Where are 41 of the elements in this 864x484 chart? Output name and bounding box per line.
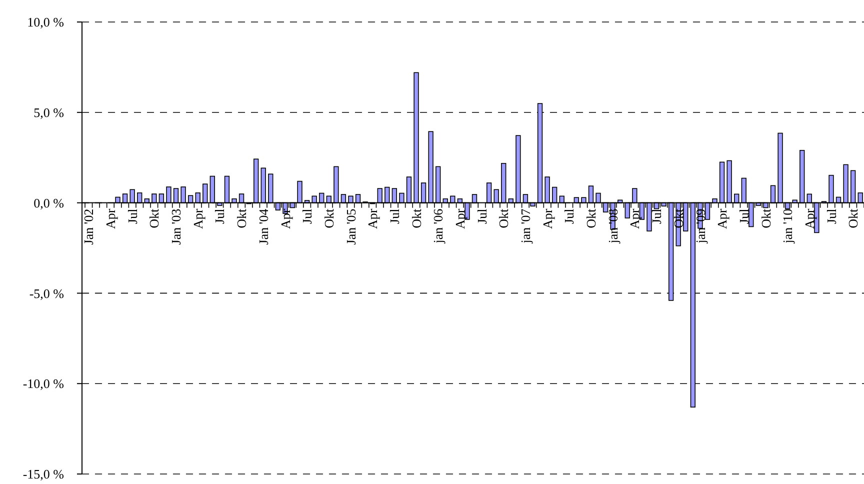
x-tick-label: Apr bbox=[714, 208, 730, 230]
x-tick-label: jan '06 bbox=[430, 208, 446, 244]
x-tick-label: Okt bbox=[234, 208, 250, 228]
x-tick-label: Apr bbox=[627, 208, 642, 230]
x-tick-label: Jul bbox=[562, 208, 577, 224]
x-tick-label: Okt bbox=[846, 208, 861, 228]
x-tick-label: Okt bbox=[758, 208, 774, 228]
x-tick-label: Jan '03 bbox=[168, 208, 184, 245]
y-tick-label: 0,0 % bbox=[34, 195, 64, 210]
x-tick-label: Jul bbox=[736, 208, 752, 224]
x-tick-label: Jul bbox=[649, 208, 664, 224]
x-tick-label: Jul bbox=[474, 208, 490, 224]
y-tick-label: 10,0 % bbox=[27, 14, 64, 30]
x-tick-label: Jul bbox=[824, 208, 839, 224]
x-tick-label: jan '09 bbox=[692, 208, 708, 244]
y-tick-label: 5,0 % bbox=[34, 104, 64, 120]
x-tick-label: Apr bbox=[278, 208, 293, 230]
x-tick-label: Jan '05 bbox=[343, 208, 358, 245]
x-tick-label: Jan '04 bbox=[256, 208, 271, 245]
x-tick-label: Okt bbox=[496, 208, 512, 228]
x-tick-label: Okt bbox=[584, 208, 599, 228]
x-tick-label: Okt bbox=[408, 208, 424, 228]
y-tick-label: -10,0 % bbox=[22, 376, 64, 392]
y-tick-label: -5,0 % bbox=[29, 286, 64, 301]
x-tick-label: Apr bbox=[365, 208, 380, 230]
x-tick-label: Apr bbox=[452, 208, 468, 230]
x-tick-label: Apr bbox=[190, 208, 206, 230]
y-tick-label: -15,0 % bbox=[22, 466, 64, 482]
x-tick-label: Jul bbox=[212, 208, 228, 224]
x-tick-label: Jan '02 bbox=[81, 208, 96, 245]
x-tick-label: Jul bbox=[124, 208, 140, 224]
x-tick-label: jan '07 bbox=[518, 208, 534, 244]
x-tick-label: Okt bbox=[321, 208, 336, 228]
x-tick-label: Okt bbox=[670, 208, 686, 228]
x-tick-label: Apr bbox=[802, 208, 817, 230]
x-tick-label: Jul bbox=[300, 208, 315, 224]
x-tick-label: Apr bbox=[540, 208, 555, 230]
x-tick-label: Okt bbox=[146, 208, 162, 228]
x-tick-label: jan '10 bbox=[780, 208, 796, 244]
x-tick-label: Apr bbox=[103, 208, 118, 230]
x-tick-label: Jul bbox=[386, 208, 402, 224]
